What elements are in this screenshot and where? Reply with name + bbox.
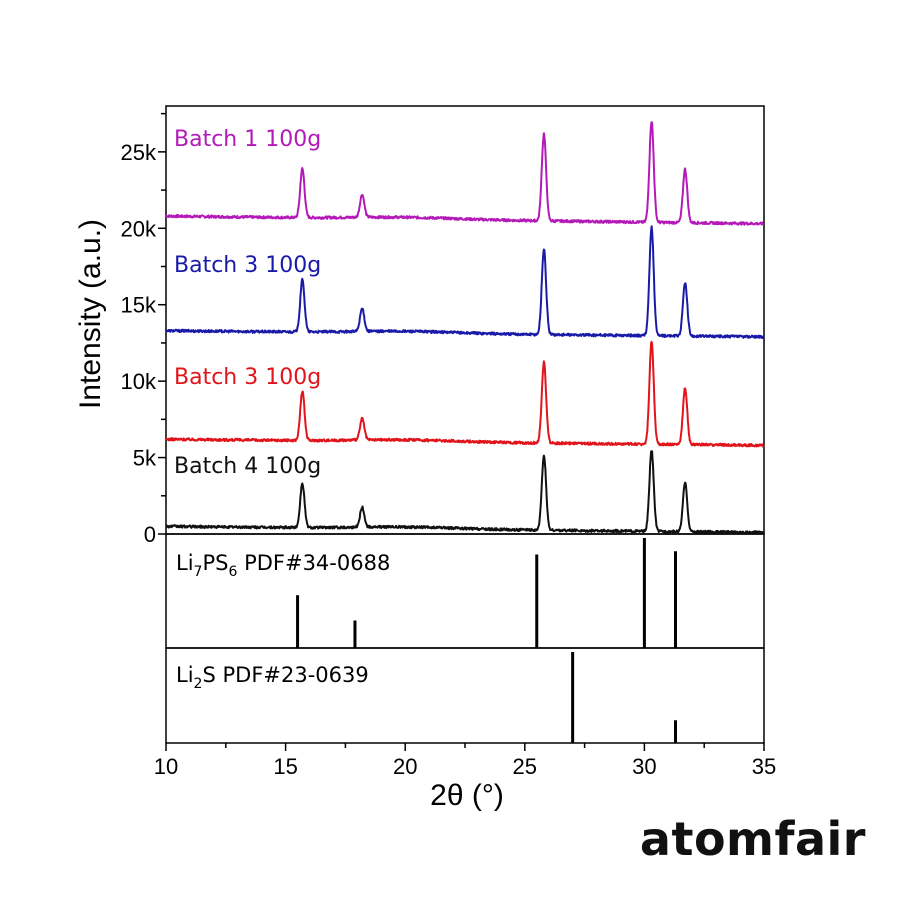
y-tick-label-25k: 25k xyxy=(121,140,157,165)
series-line-batch-4 xyxy=(165,450,765,535)
series-label-batch-4: Batch 4 100g xyxy=(174,454,321,479)
x-axis-title: 2θ (°) xyxy=(430,779,504,812)
y-tick-label-20k: 20k xyxy=(121,216,157,241)
reference-label-li7ps6: Li7PS6 PDF#34-0688 xyxy=(176,551,390,580)
series-label-batch-1: Batch 1 100g xyxy=(174,127,321,152)
series-line-batch-3-red xyxy=(165,340,765,448)
y-tick-label-0: 0 xyxy=(144,522,156,547)
series-layer xyxy=(165,121,765,535)
x-tick-label-10: 10 xyxy=(154,754,178,779)
x-tick-label-30: 30 xyxy=(632,754,656,779)
y-tick-label-15k: 15k xyxy=(121,293,157,318)
series-line-batch-3-blue xyxy=(165,225,765,339)
reference-layer xyxy=(296,538,677,743)
x-tick-label-20: 20 xyxy=(393,754,417,779)
y-axis-ticks: 0 5k 10k 15k 20k 25k xyxy=(121,112,166,547)
y-tick-label-10k: 10k xyxy=(121,369,157,394)
series-label-batch-3-blue: Batch 3 100g xyxy=(174,253,321,278)
y-axis-title: Intensity (a.u.) xyxy=(74,219,107,409)
x-tick-label-25: 25 xyxy=(513,754,537,779)
series-line-batch-1 xyxy=(165,121,765,226)
x-tick-label-15: 15 xyxy=(273,754,297,779)
y-tick-label-5k: 5k xyxy=(133,446,157,471)
atomfair-logo: atomfair xyxy=(640,812,866,866)
series-label-batch-3-red: Batch 3 100g xyxy=(174,365,321,390)
reference-label-li2s: Li2S PDF#23-0639 xyxy=(176,663,369,692)
x-tick-label-35: 35 xyxy=(752,754,776,779)
x-axis-ticks: 10 15 20 25 30 35 xyxy=(154,743,776,779)
